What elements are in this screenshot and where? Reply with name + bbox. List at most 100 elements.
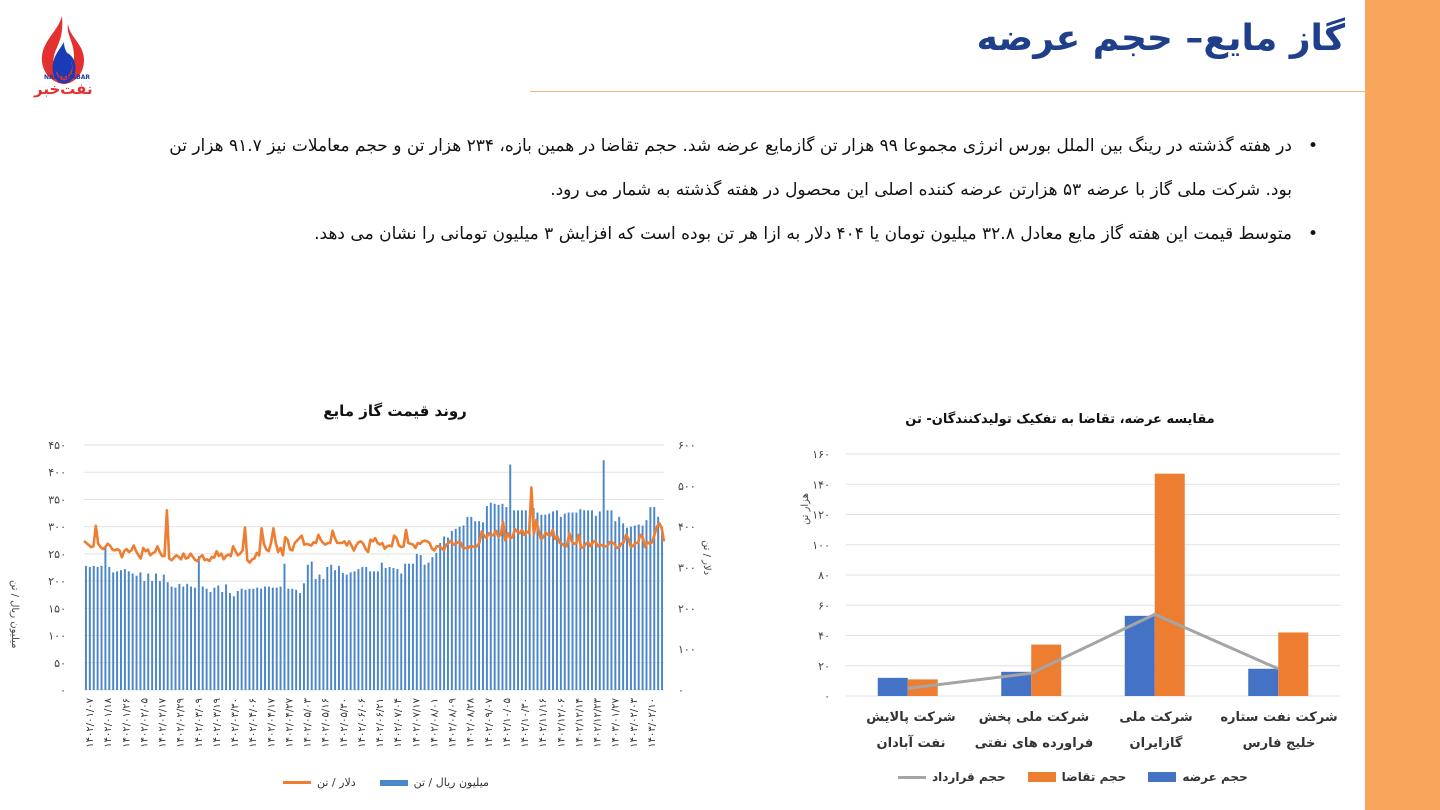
price-bar xyxy=(404,563,407,690)
x-tick-label: ۱۴۰۲/۱۲/۰۶ xyxy=(556,698,567,748)
price-bar xyxy=(275,587,278,690)
x-tick-label: ۱۴۰۲/۰۸/۰۱ xyxy=(429,698,440,748)
price-bar xyxy=(182,586,185,690)
price-bar xyxy=(501,503,504,690)
contract-volume-line xyxy=(907,612,1279,690)
flame-logo-icon xyxy=(41,16,84,84)
price-bar xyxy=(443,536,446,690)
category-label: شرکت نفت ستاره خلیج فارس xyxy=(1220,710,1338,751)
price-bar xyxy=(606,510,609,690)
x-tick-label: ۱۴۰۲/۱۲/۲۳ xyxy=(593,697,604,747)
price-bar xyxy=(84,565,87,690)
demand-bar xyxy=(1154,473,1185,696)
price-bar xyxy=(384,568,387,690)
y2-tick-label: ۱۰۰ xyxy=(678,643,696,656)
y-tick-label: ۱۰۰ xyxy=(812,539,830,552)
price-bar xyxy=(96,566,99,690)
price-bar xyxy=(108,566,111,690)
x-tick-label: ۱۴۰۲/۰۶/۰۶ xyxy=(357,698,368,748)
price-bar xyxy=(334,570,337,690)
x-tick-label: ۱۴۰۲/۰۱/۲۶ xyxy=(121,698,132,748)
price-bar xyxy=(197,556,200,690)
price-bar xyxy=(353,571,356,690)
price-bar xyxy=(217,585,220,690)
price-bar xyxy=(583,510,586,690)
price-bar xyxy=(548,513,551,690)
bullet-dot-icon: • xyxy=(1307,224,1318,244)
y-tick-label: ۴۵۰ xyxy=(48,439,66,452)
price-bar xyxy=(92,565,95,690)
price-bar xyxy=(229,593,231,690)
x-tick-label: ۱۴۰۲/۰۴/۱۷ xyxy=(266,697,277,747)
price-bar xyxy=(555,510,558,690)
price-bar xyxy=(158,581,161,690)
price-bar xyxy=(104,547,107,690)
price-bar xyxy=(439,543,442,690)
price-bar xyxy=(622,523,625,690)
price-bar xyxy=(400,573,403,690)
y-tick-label: ۱۵۰ xyxy=(48,602,66,615)
price-bar xyxy=(256,587,259,690)
summary-bullets: • در هفته گذشته در رینگ بین الملل بورس ان… xyxy=(142,124,1318,256)
x-tick-label: ۱۴۰۲/۰۸/۲۸ xyxy=(466,697,477,747)
x-tick-label: ۱۴۰۲/۰۷/۱۷ xyxy=(411,697,422,747)
y2-tick-label: ۰ xyxy=(678,684,684,697)
x-tick-label: ۱۴۰۲/۰۳/۱۹ xyxy=(212,698,223,748)
price-bar xyxy=(232,596,235,690)
price-bar xyxy=(178,583,181,690)
producer-chart-title: مقایسه عرضه، تقاضا به تفکیک تولیدکنندگان… xyxy=(905,412,1215,427)
price-bar xyxy=(485,505,488,690)
legend-swatch-blue xyxy=(1148,772,1177,782)
price-bar xyxy=(306,564,309,690)
x-tick-label: ۱۴۰۲/۰۷/۰۴ xyxy=(393,698,404,748)
price-bar xyxy=(357,569,360,690)
price-bar xyxy=(559,516,562,690)
price-bar xyxy=(252,588,255,690)
price-trend-chart: ۴۵۰۴۰۰۳۵۰۳۰۰۲۵۰۲۰۰۱۵۰۱۰۰۵۰۰۶۰۰۵۰۰۴۰۰۳۰۰۲… xyxy=(48,439,696,748)
x-tick-label: ۱۴۰۲/۱۲/۱۴ xyxy=(574,698,585,748)
price-bar xyxy=(536,512,539,690)
price-bar xyxy=(419,554,422,690)
price-bar xyxy=(633,525,636,690)
price-bar xyxy=(626,527,628,690)
price-bar xyxy=(431,557,434,690)
y-tick-label: ۲۰۰ xyxy=(48,575,66,588)
x-tick-label: ۱۴۰۲/۱۰/۳۰ xyxy=(520,698,531,748)
price-bar xyxy=(637,524,640,690)
price-bar xyxy=(337,565,340,690)
price-bar xyxy=(116,571,119,690)
price-bar xyxy=(143,581,146,690)
price-bar xyxy=(462,525,465,690)
price-bar xyxy=(267,586,270,690)
y2-tick-label: ۲۰۰ xyxy=(678,602,696,615)
supply-bar xyxy=(877,677,908,696)
y-tick-label: ۲۰ xyxy=(818,660,830,673)
price-bar xyxy=(478,521,481,690)
price-bar xyxy=(408,563,411,690)
price-bar xyxy=(415,553,418,690)
right-y-axis-label: دلار / تن xyxy=(701,540,712,576)
x-tick-label: ۱۴۰۲/۰۵/۳۰ xyxy=(339,698,350,748)
y-tick-label: ۰ xyxy=(824,690,830,703)
price-bar xyxy=(524,510,527,690)
price-bar xyxy=(244,589,247,690)
price-bar xyxy=(388,566,391,690)
price-bar xyxy=(653,507,656,690)
price-bar xyxy=(392,568,395,690)
price-bar xyxy=(489,502,492,690)
producer-chart-legend: حجم عرضه حجم تقاضا حجم قرارداد xyxy=(898,770,1248,784)
legend-item-dollar: دلار / تن xyxy=(283,776,356,789)
price-bar xyxy=(509,464,512,690)
y-tick-label: ۳۰۰ xyxy=(48,521,66,534)
y-tick-label: ۱۴۰ xyxy=(812,478,830,491)
y-tick-label: ۱۰۰ xyxy=(48,630,66,643)
price-bar xyxy=(295,589,298,690)
price-bar xyxy=(493,503,496,690)
legend-item-contract: حجم قرارداد xyxy=(898,770,1006,784)
price-bar xyxy=(131,573,134,690)
legend-swatch-orange xyxy=(283,781,311,784)
legend-label-dollar: دلار / تن xyxy=(317,776,356,789)
price-bar xyxy=(571,512,574,690)
price-chart-title: روند قیمت گاز مایع xyxy=(323,402,467,420)
bullet-dot-icon: • xyxy=(1307,136,1318,156)
